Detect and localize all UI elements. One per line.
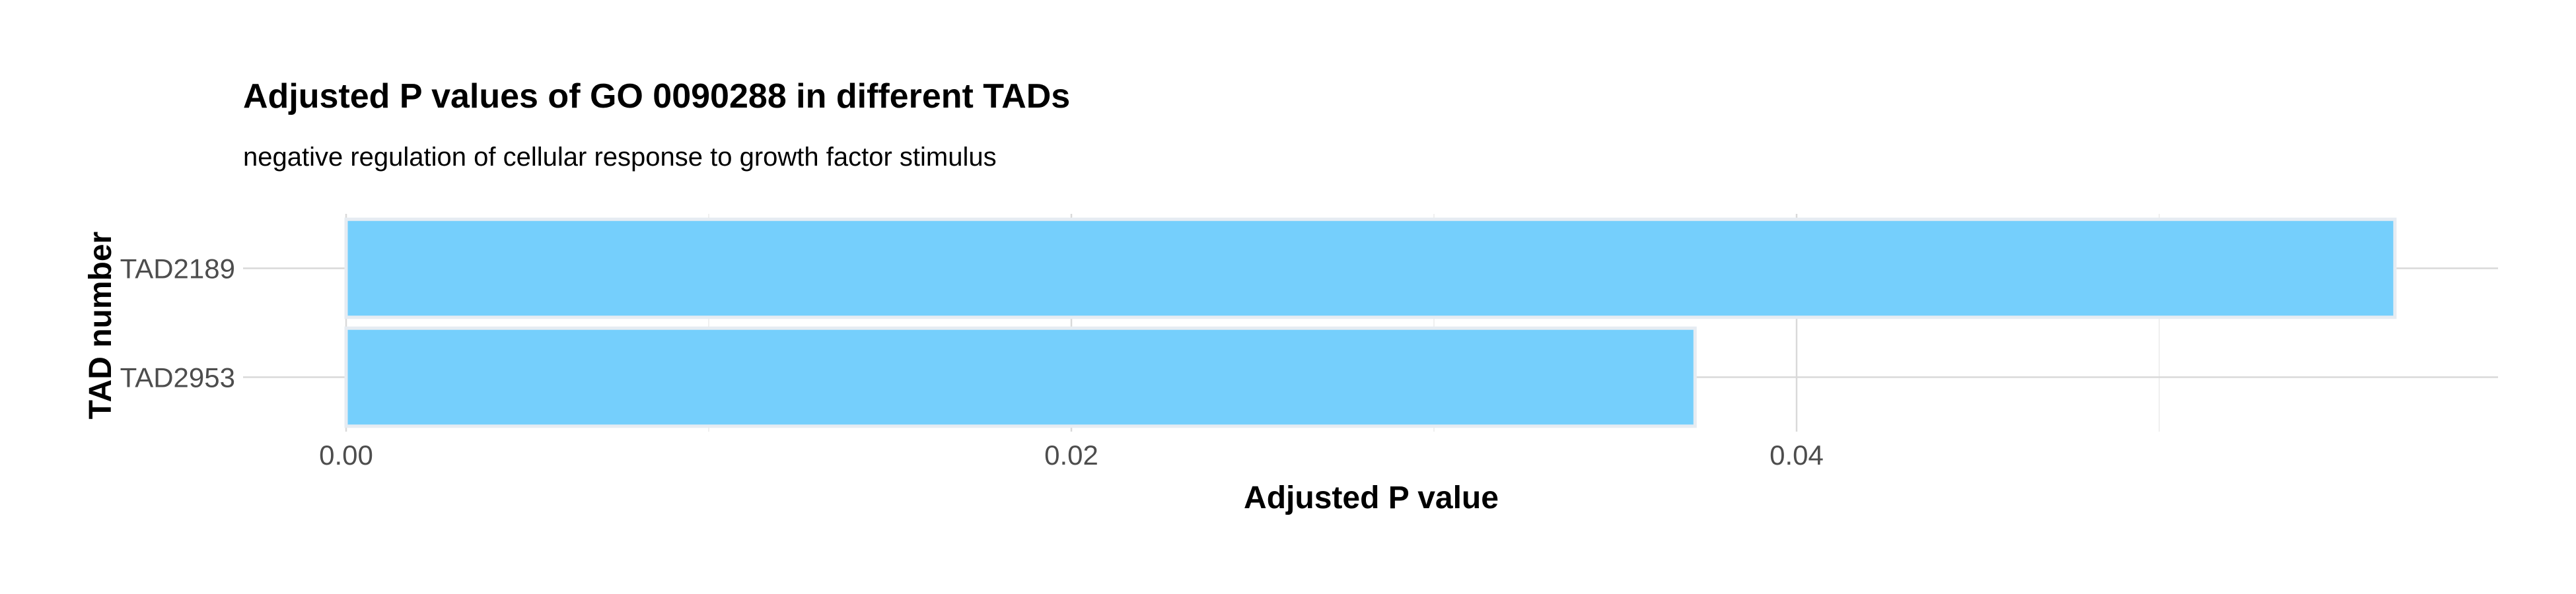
y-tick-labels: TAD2189 TAD2953 (120, 253, 235, 393)
x-tick-labels: 0.00 0.02 0.04 (319, 440, 1824, 471)
x-tick-label: 0.00 (319, 440, 373, 471)
x-tick-label: 0.02 (1044, 440, 1098, 471)
x-axis-title: Adjusted P value (1244, 480, 1499, 515)
y-tick-label: TAD2189 (120, 253, 235, 284)
x-tick-label: 0.04 (1770, 440, 1824, 471)
y-axis-title: TAD number (83, 232, 118, 419)
chart-title: Adjusted P values of GO 0090288 in diffe… (243, 77, 1070, 116)
y-tick-label: TAD2953 (120, 362, 235, 393)
bar-tad2189 (344, 217, 2397, 319)
bars (344, 217, 2397, 428)
bar-tad2953 (344, 326, 1697, 428)
chart-subtitle: negative regulation of cellular response… (243, 143, 997, 172)
